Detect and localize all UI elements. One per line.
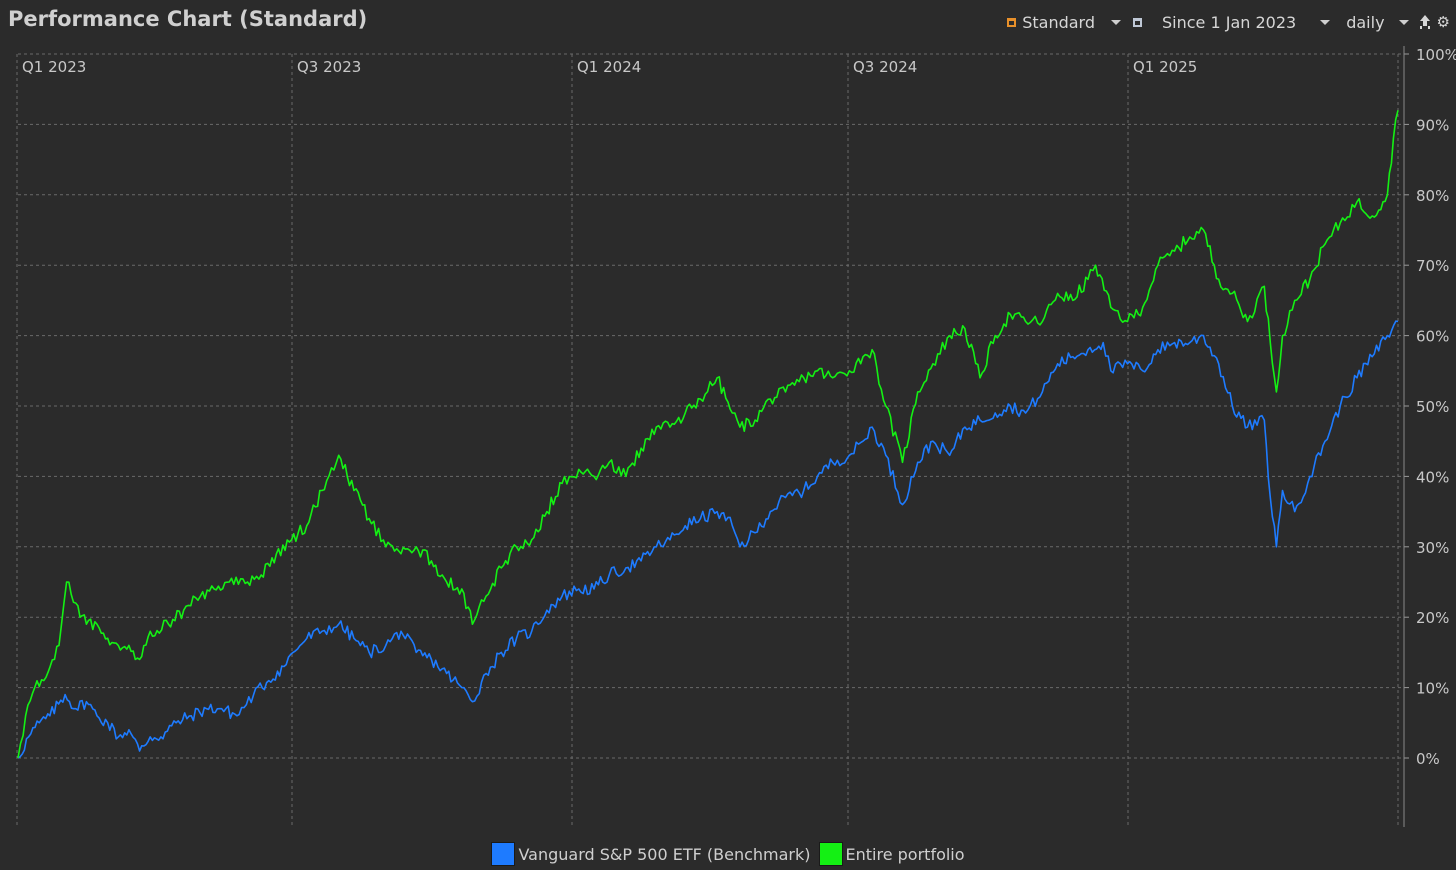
y-tick-label: 0% [1416,750,1440,768]
chart-header: Performance Chart (Standard) Standard Si… [0,0,1456,40]
period-selector[interactable]: Since 1 Jan 2023 [1133,13,1346,32]
y-tick-label: 100% [1416,46,1456,64]
legend-item-benchmark[interactable]: Vanguard S&P 500 ETF (Benchmark) [491,842,811,866]
calendar-icon[interactable] [1133,17,1143,27]
legend-swatch-benchmark [491,842,516,866]
interval-selector[interactable]: daily [1346,13,1418,32]
y-axis-ticks: 0% 10% 20% 30% 40% 50% 60% 70% 80% 90% 100% [1404,46,1456,768]
legend-label-portfolio: Entire portfolio [845,844,965,864]
x-tick-label: Q1 2025 [1133,58,1197,76]
x-tick-label: Q3 2023 [297,58,361,76]
view-chevron-down-icon[interactable] [1111,19,1122,25]
y-tick-label: 90% [1416,116,1449,134]
gear-icon[interactable]: ⚙ [1436,13,1450,31]
view-selector[interactable]: Standard [1007,13,1133,32]
x-tick-label: Q3 2024 [853,58,917,76]
grid-lines [16,53,1404,827]
portfolio-series-line[interactable] [17,110,1399,759]
legend-swatch-portfolio [818,842,843,866]
y-tick-label: 50% [1416,398,1449,416]
period-chevron-down-icon[interactable] [1320,19,1331,25]
chart-config-icon [1007,17,1017,27]
interval-selector-label: daily [1346,12,1385,32]
y-tick-label: 20% [1416,609,1449,627]
x-tick-label: Q1 2024 [577,58,641,76]
interval-chevron-down-icon[interactable] [1398,19,1409,25]
legend-item-portfolio[interactable]: Entire portfolio [818,842,965,866]
x-axis-ticks: Q1 2023 Q3 2023 Q1 2024 Q3 2024 Q1 2025 [22,58,1197,76]
series-lines [17,110,1399,759]
y-tick-label: 30% [1416,539,1449,557]
y-tick-label: 60% [1416,328,1449,346]
performance-chart[interactable]: Q1 2023 Q3 2023 Q1 2024 Q3 2024 Q1 2025 0% 10… [0,0,1456,840]
chart-toolbar: Standard Since 1 Jan 2023 daily ⚙ [1007,11,1450,33]
settings-button[interactable]: ⚙ [1436,13,1450,31]
y-tick-label: 10% [1416,680,1449,698]
chart-title: Performance Chart (Standard) [8,7,368,31]
y-tick-label: 40% [1416,468,1449,486]
period-selector-label: Since 1 Jan 2023 [1162,12,1297,32]
y-tick-label: 80% [1416,187,1449,205]
chart-legend: Vanguard S&P 500 ETF (Benchmark) Entire … [0,840,1456,868]
view-selector-label: Standard [1022,12,1096,32]
legend-label-benchmark: Vanguard S&P 500 ETF (Benchmark) [518,844,811,864]
export-button[interactable] [1419,15,1437,29]
y-tick-label: 70% [1416,257,1449,275]
export-icon[interactable] [1419,15,1431,29]
x-tick-label: Q1 2023 [22,58,86,76]
benchmark-series-line[interactable] [17,320,1399,759]
